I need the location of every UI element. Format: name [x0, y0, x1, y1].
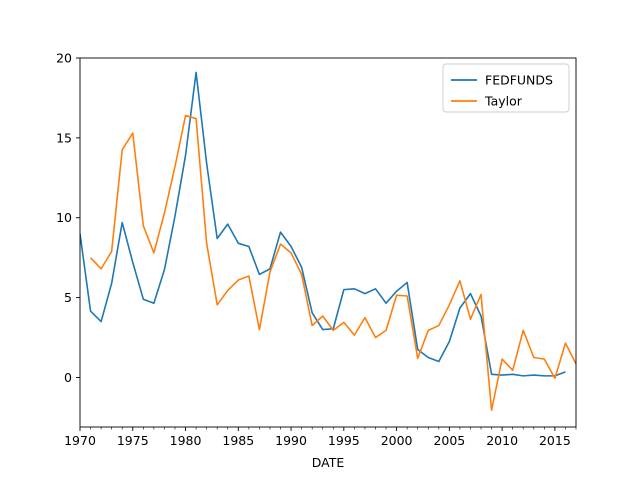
legend-box	[442, 63, 570, 113]
x-tick-label: 2000	[381, 433, 413, 448]
x-tick-label: 1985	[222, 433, 254, 448]
x-tick-label: 1990	[275, 433, 307, 448]
series-line-taylor	[89, 114, 576, 412]
axes-frame	[79, 57, 577, 428]
legend: FEDFUNDS Taylor	[442, 63, 570, 113]
x-tick-label: 1995	[328, 433, 360, 448]
series-layer	[80, 71, 576, 412]
y-axis: 0 5 10 15 20	[56, 51, 80, 385]
x-tick-label: 2010	[486, 433, 518, 448]
y-tick-label: 20	[56, 51, 72, 66]
legend-entry: FEDFUNDS	[485, 73, 553, 88]
x-tick-label: 1980	[170, 433, 202, 448]
y-tick-label: 5	[64, 290, 72, 305]
axes-border	[79, 57, 577, 428]
x-axis-label: DATE	[312, 455, 345, 470]
x-axis: 1970 1975 1980 1985 1990 1995 2000 2005 2010 2015	[64, 427, 577, 448]
x-tick-label: 2005	[433, 433, 465, 448]
x-tick-label: 1970	[64, 433, 96, 448]
y-tick-label: 15	[56, 130, 72, 145]
x-tick-label: 1975	[117, 433, 149, 448]
plot-area	[80, 58, 576, 427]
y-tick-label: 10	[56, 210, 72, 225]
y-tick-label: 0	[64, 370, 72, 385]
legend-entry: Taylor	[484, 94, 523, 109]
x-tick-label: 2015	[539, 433, 571, 448]
